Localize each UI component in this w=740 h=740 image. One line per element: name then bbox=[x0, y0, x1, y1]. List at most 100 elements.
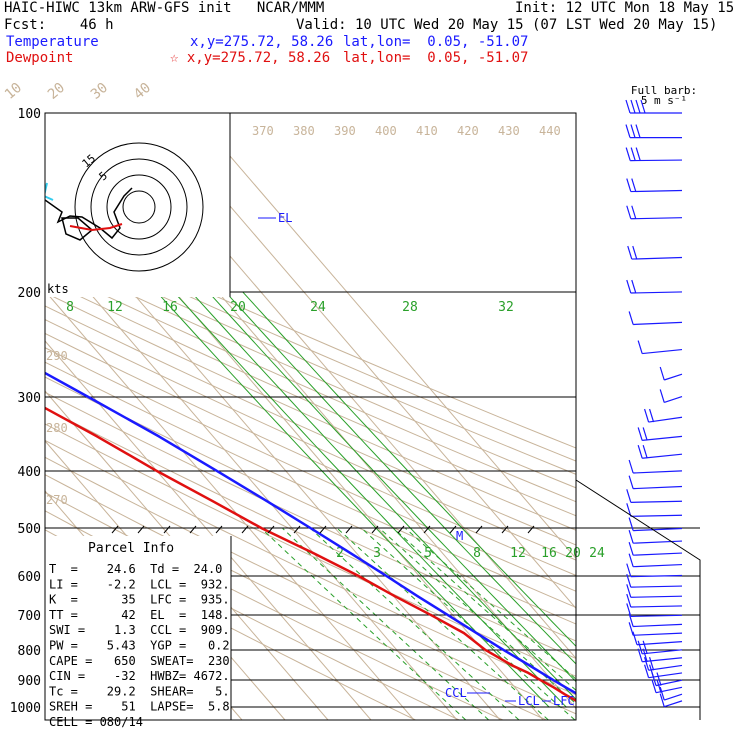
mixing-ratio-3 bbox=[282, 528, 490, 720]
parcel-info-row: K = 35 LFC = 935. bbox=[49, 593, 230, 607]
parcel-info-row: CIN = -32 HWBZ= 4672. bbox=[49, 669, 230, 683]
wind-barb-flag bbox=[649, 657, 655, 671]
wind-barb-flag bbox=[642, 445, 648, 459]
isotherm-label: 40 bbox=[131, 80, 154, 103]
wind-barb-flag bbox=[625, 124, 631, 138]
wind-barb-flag bbox=[656, 672, 662, 686]
level-tick bbox=[449, 525, 457, 534]
wind-barb-staff bbox=[630, 189, 683, 193]
level-tick bbox=[189, 525, 197, 534]
hodograph-ring bbox=[106, 174, 172, 240]
pressure-label-400: 400 bbox=[18, 465, 41, 480]
wind-barb-staff bbox=[633, 485, 683, 490]
dry-adiabat-330 bbox=[45, 391, 576, 642]
level-tick bbox=[397, 525, 405, 534]
wind-barb-flag bbox=[626, 279, 632, 294]
wind-barb-staff bbox=[630, 595, 683, 598]
mixing-ratio-labels: 8 12 16 20 24 28 32 2 3 5 8 12 16 20 24 bbox=[66, 300, 605, 561]
mixing-ratio-12 bbox=[361, 528, 576, 720]
theta-label: 380 bbox=[293, 124, 315, 138]
pressure-label-600: 600 bbox=[18, 570, 41, 585]
temperature-xy: x,y=275.72, 58.26 bbox=[190, 34, 334, 50]
hodograph-background bbox=[45, 113, 230, 297]
dry-adiabat-410 bbox=[45, 279, 576, 517]
pressure-axis: 100 200 300 400 500 600 700 800 900 1000 bbox=[10, 107, 41, 716]
parcel-info-row: PW = 5.43 YGP = 0.2 bbox=[49, 639, 230, 653]
theta-labels: 370 380 390 400 410 420 430 440 290 280 270 bbox=[46, 124, 561, 507]
level-tick bbox=[475, 525, 483, 534]
pressure-label-100: 100 bbox=[18, 107, 41, 122]
wind-barb-staff bbox=[642, 657, 683, 663]
mixing-ratio-label: 24 bbox=[310, 300, 326, 315]
wind-barb-staff bbox=[630, 585, 683, 588]
mixing-ratio-16 bbox=[379, 528, 576, 705]
pressure-label-1000: 1000 bbox=[10, 701, 41, 716]
theta-label: 430 bbox=[498, 124, 520, 138]
parcel-info-row: TT = 42 EL = 148. bbox=[49, 608, 230, 622]
wind-barb-flag bbox=[626, 573, 632, 588]
wind-barb-flag bbox=[630, 99, 636, 114]
parcel-info-title: Parcel Info bbox=[88, 541, 174, 556]
moist-adiabat-30 bbox=[225, 291, 576, 665]
barb-panel-edge bbox=[575, 479, 701, 720]
pressure-label-200: 200 bbox=[18, 286, 41, 301]
wind-barb-staff bbox=[630, 291, 683, 294]
wind-barb-staff bbox=[630, 514, 683, 517]
barb-legend-units: 5 m s⁻¹ bbox=[641, 94, 687, 107]
level-tick bbox=[423, 525, 431, 534]
theta-label: 270 bbox=[46, 493, 68, 507]
mixing-ratio-label: 20 bbox=[230, 300, 246, 315]
dry-adiabat-450 bbox=[45, 229, 576, 462]
wind-barb-flag bbox=[628, 459, 634, 474]
mixing-ratio-label: 3 bbox=[373, 546, 381, 561]
wind-barb-staff bbox=[630, 605, 683, 608]
parcel-info-rows: T = 24.6 Td = 24.0LI = -2.2 LCL = 932. K … bbox=[49, 562, 230, 729]
mixing-ratio-label: 24 bbox=[589, 546, 605, 561]
dry-adiabat-380 bbox=[45, 319, 576, 561]
mixing-ratio-label: 2 bbox=[336, 546, 344, 561]
hodograph-trace-upper bbox=[45, 182, 54, 201]
dry-adiabat-360 bbox=[45, 347, 576, 592]
wind-barb-flag bbox=[637, 340, 643, 354]
wind-barb-staff bbox=[633, 321, 683, 326]
temperature-legend: Temperature bbox=[6, 34, 99, 50]
wind-barb-staff bbox=[630, 574, 683, 578]
wind-barb-flag bbox=[626, 603, 632, 617]
lcl-label: LCL bbox=[518, 694, 540, 708]
wind-barb-staff bbox=[648, 664, 683, 671]
wind-barb-staff bbox=[642, 348, 683, 355]
wind-barb-flag bbox=[632, 245, 638, 260]
diagram-frame bbox=[44, 112, 577, 721]
wind-barb-flag bbox=[640, 99, 646, 114]
wind-barb-flag bbox=[651, 679, 657, 693]
isotherm-label: 20 bbox=[45, 80, 68, 103]
wind-barb-flag bbox=[637, 445, 643, 459]
wind-barb-flag bbox=[630, 147, 636, 161]
dry-adiabat-370 bbox=[45, 332, 576, 576]
wind-barb-flag bbox=[631, 178, 637, 192]
level-tick bbox=[267, 525, 275, 534]
dry-adiabat-290 bbox=[45, 456, 576, 715]
wind-barb-flag bbox=[635, 99, 641, 114]
theta-label: 400 bbox=[375, 124, 397, 138]
isotherm-label: 30 bbox=[88, 80, 111, 103]
dry-adiabat-390 bbox=[45, 305, 576, 546]
valid-time: Valid: 10 UTC Wed 20 May 15 (07 LST Wed … bbox=[296, 17, 718, 33]
wind-barb-staff bbox=[633, 563, 683, 568]
theta-label: 370 bbox=[252, 124, 274, 138]
isotherm-40 bbox=[149, 113, 576, 610]
sounding-profiles bbox=[45, 371, 576, 703]
parcel-info-panel bbox=[45, 536, 231, 720]
isotherm--20 bbox=[45, 290, 415, 720]
wind-barb-flag bbox=[628, 530, 634, 544]
wind-barb-flag bbox=[628, 517, 634, 531]
parcel-info-row: Tc = 29.2 SHEAR= 5. bbox=[49, 684, 230, 698]
wind-barb-flag bbox=[659, 686, 665, 701]
level-tick bbox=[501, 525, 509, 534]
mixing-ratio-label: 16 bbox=[541, 546, 557, 561]
dewpoint-latlon: lat,lon= 0.05, -51.07 bbox=[343, 50, 529, 66]
dry-adiabat-460 bbox=[45, 217, 576, 449]
wind-barb-flag bbox=[635, 147, 641, 161]
mixing-ratio-8 bbox=[337, 528, 549, 720]
